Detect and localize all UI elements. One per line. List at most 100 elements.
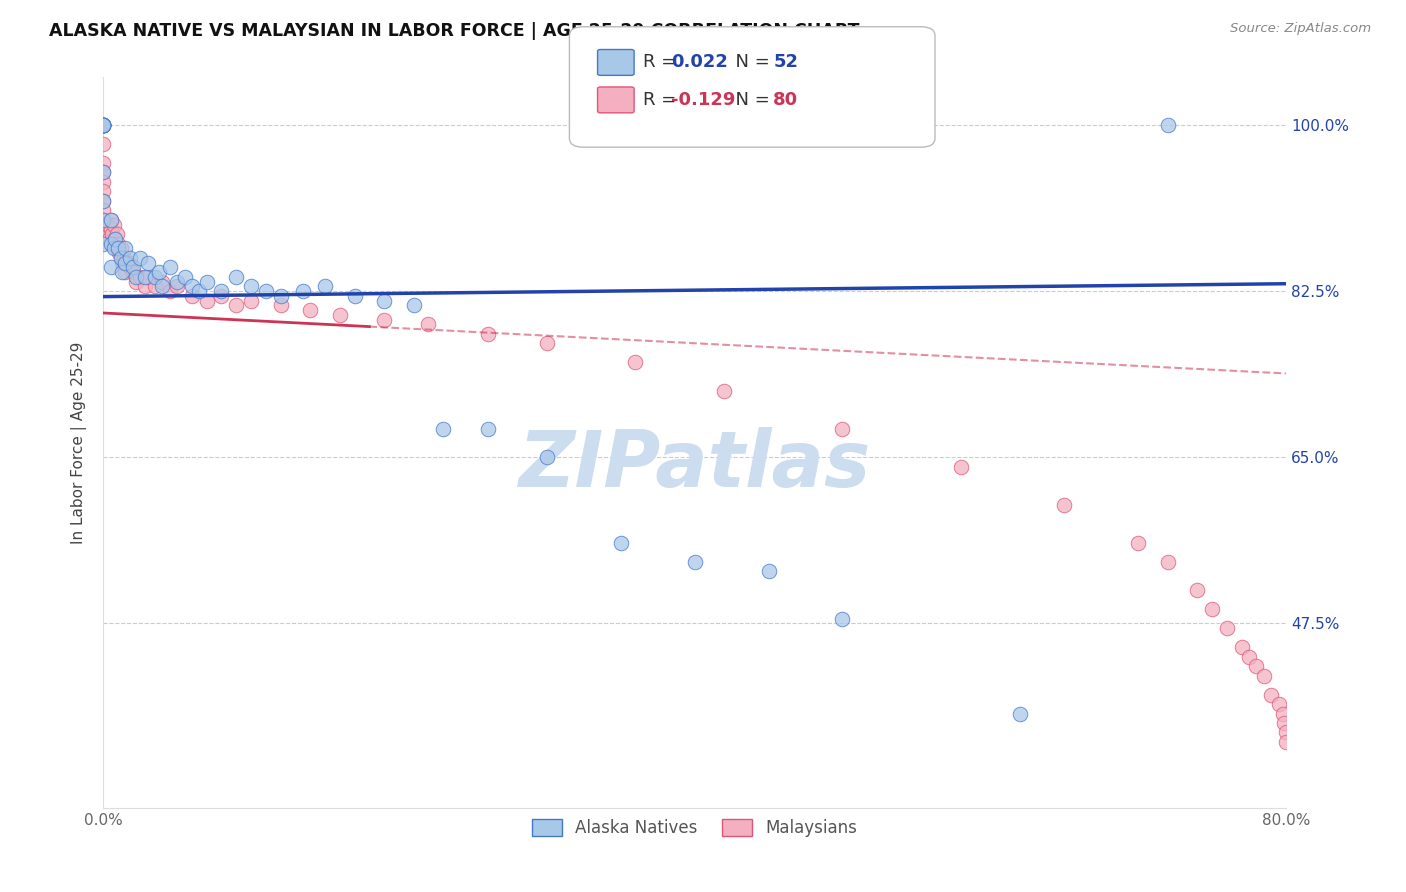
Point (91, 118, 114, 132)
Point (91, 194, 114, 208)
Point (91, 222, 114, 236)
Point (831, 611, 853, 625)
Point (418, 318, 440, 332)
Point (166, 275, 188, 289)
Point (254, 284, 277, 298)
Point (91, 118, 114, 132)
Point (91, 203, 114, 218)
Point (1053, 498, 1076, 512)
Text: 0.022: 0.022 (671, 54, 727, 71)
Point (91, 218, 114, 232)
Point (609, 535, 631, 549)
Point (114, 255, 136, 269)
Point (91, 194, 114, 208)
Point (91, 165, 114, 179)
Point (91, 185, 114, 199)
Point (1216, 621, 1239, 635)
Point (240, 279, 263, 293)
Point (105, 227, 128, 241)
Text: Source: ZipAtlas.com: Source: ZipAtlas.com (1230, 22, 1371, 36)
Point (91, 175, 114, 189)
Point (1008, 706, 1031, 721)
Point (1275, 725, 1298, 739)
Point (91, 118, 114, 132)
Point (111, 255, 134, 269)
Point (159, 284, 181, 298)
Point (103, 241, 125, 255)
Point (1260, 688, 1282, 702)
Point (536, 450, 558, 465)
Point (112, 251, 135, 265)
Point (713, 384, 735, 398)
Point (107, 236, 129, 251)
Point (129, 269, 152, 284)
Point (949, 459, 972, 474)
Point (91, 156, 114, 170)
Point (314, 279, 336, 293)
Point (107, 241, 129, 255)
Point (91, 136, 114, 151)
Point (134, 269, 156, 284)
Point (1275, 735, 1298, 749)
Text: N =: N = (724, 54, 776, 71)
Point (373, 293, 395, 308)
Point (104, 232, 127, 246)
Point (299, 303, 322, 318)
Point (831, 422, 853, 436)
Point (291, 284, 314, 298)
Point (211, 284, 233, 298)
Point (91, 212, 114, 227)
Legend: Alaska Natives, Malaysians: Alaska Natives, Malaysians (524, 813, 865, 844)
Point (150, 279, 173, 293)
Point (91, 118, 114, 132)
Point (91, 118, 114, 132)
Point (110, 241, 132, 255)
Point (91, 118, 114, 132)
Point (97, 218, 120, 232)
Point (1267, 697, 1289, 711)
Point (91, 118, 114, 132)
Point (125, 269, 148, 284)
Point (114, 241, 136, 255)
Point (103, 218, 125, 232)
Point (107, 241, 129, 255)
Point (683, 555, 706, 569)
Point (477, 326, 499, 341)
Point (1237, 649, 1260, 664)
Point (432, 422, 454, 436)
Point (110, 251, 132, 265)
Text: ZIPatlas: ZIPatlas (519, 427, 870, 503)
Point (100, 260, 122, 275)
Point (624, 355, 647, 369)
Point (101, 227, 124, 241)
Point (173, 269, 195, 284)
Text: 52: 52 (773, 54, 799, 71)
Point (118, 251, 141, 265)
Point (108, 246, 131, 260)
Point (1272, 706, 1295, 721)
Text: R =: R = (643, 91, 682, 109)
Point (100, 222, 122, 236)
Text: 80: 80 (773, 91, 799, 109)
Point (1201, 602, 1223, 616)
Point (240, 293, 263, 308)
Point (129, 251, 152, 265)
Point (150, 275, 173, 289)
Point (91, 118, 114, 132)
Point (329, 308, 352, 322)
Point (159, 260, 181, 275)
Point (270, 289, 292, 303)
Point (91, 118, 114, 132)
Point (343, 289, 366, 303)
Point (100, 212, 122, 227)
Point (148, 265, 170, 279)
Point (91, 212, 114, 227)
Point (91, 118, 114, 132)
Point (136, 255, 159, 269)
Point (1157, 555, 1180, 569)
Point (143, 279, 166, 293)
Point (211, 289, 233, 303)
Point (1157, 118, 1180, 132)
Point (1274, 716, 1296, 731)
Point (225, 269, 247, 284)
